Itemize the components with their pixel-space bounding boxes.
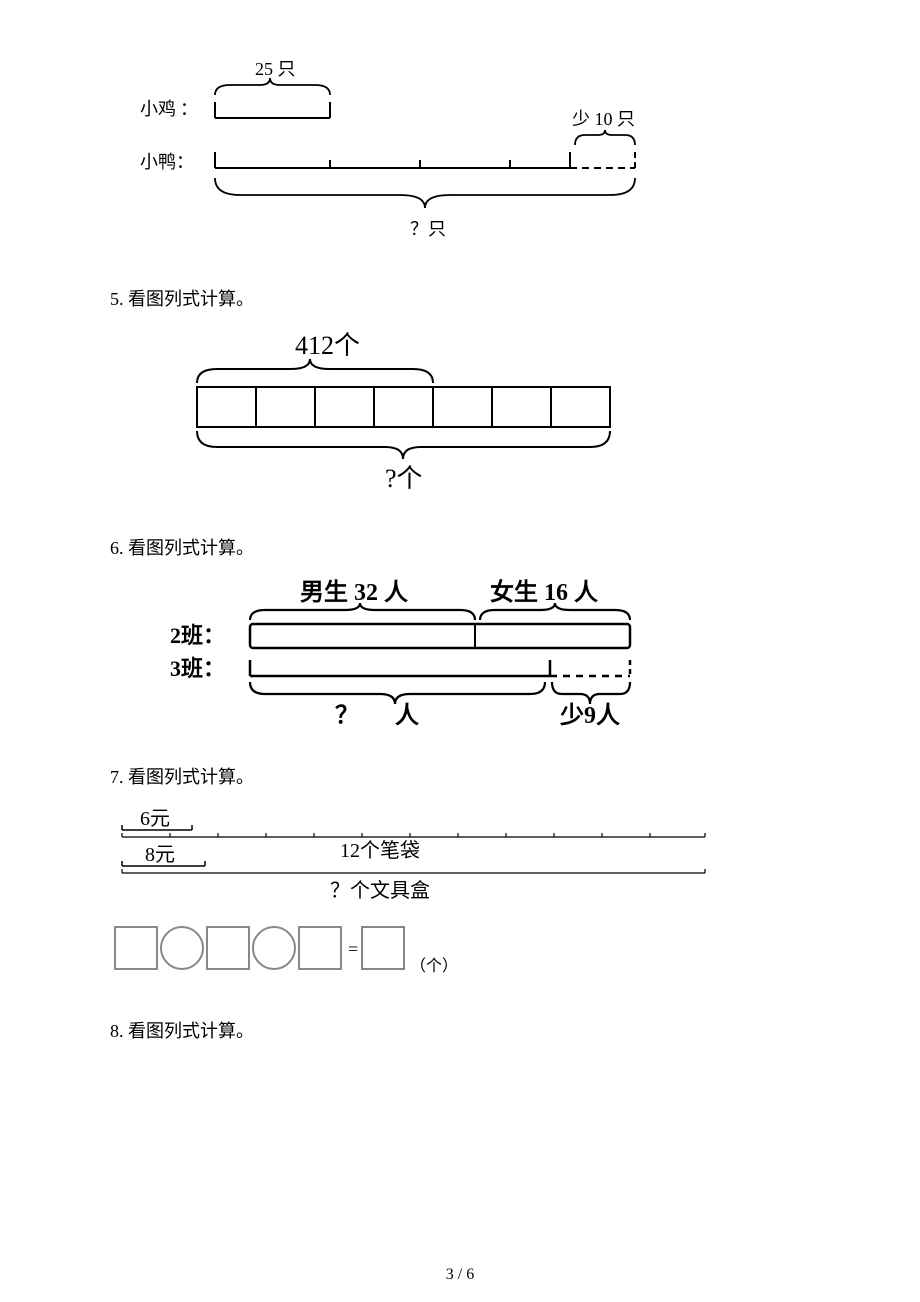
fig4-top-brace <box>215 78 330 95</box>
fig6-top-right: 女生 16 人 <box>490 578 598 606</box>
fig4-top-label: 25 只 <box>255 60 296 79</box>
fig6-row1-label: 2班： <box>170 623 225 648</box>
fig7-price1: 6元 <box>140 808 170 830</box>
fig4-minus-label: 少 10 只 <box>572 109 635 129</box>
fig5-bottom-brace <box>197 431 610 459</box>
fig4-chicken-label: 小鸡 <box>140 99 176 119</box>
q6-title: 6. 看图列式计算。 <box>110 534 810 560</box>
figure-4-bar-diagram: 25 只 小鸡 ： 少 10 只 小鸭： ？只 <box>140 60 810 250</box>
fig7-unit: （个） <box>410 957 458 975</box>
fig7-eq-sign: = <box>348 939 358 959</box>
fig7-price2: 8元 <box>145 844 175 866</box>
fig6-bottom-left-q: ？ <box>335 703 359 728</box>
fig4-duck-label: 小鸭： <box>140 152 194 172</box>
fig6-top-left: 男生 32 人 <box>300 579 408 606</box>
page-footer: 3 / 6 <box>0 1266 920 1284</box>
fig7-svg: 6元 8元 12个笔袋 ？个文具盒 <box>110 807 750 982</box>
q5-title: 5. 看图列式计算。 <box>110 285 810 311</box>
fig5-svg: 412个 ?个 <box>175 329 635 499</box>
fig5-bottom-label: ?个 <box>385 464 423 493</box>
fig7-row1-text: 12个笔袋 <box>340 839 420 862</box>
fig6-svg: 男生 32 人 女生 16 人 2班： 3班： ？ 人 少9人 <box>170 578 670 728</box>
fig7-equation: = （个） <box>115 927 458 975</box>
q8-title: 8. 看图列式计算。 <box>110 1017 810 1043</box>
fig6-row2-label: 3班： <box>170 656 225 681</box>
fig6-bottom-right: 少9人 <box>559 702 620 728</box>
fig5-top-label: 412个 <box>295 331 360 360</box>
fig4-chicken-colon: ： <box>180 99 198 119</box>
fig6-brace-bottom-left <box>250 682 545 704</box>
q7-title: 7. 看图列式计算。 <box>110 763 810 789</box>
fig4-bottom-label: ？只 <box>410 219 446 239</box>
fig5-top-brace <box>197 359 433 383</box>
figure-5-bar-diagram: 412个 ?个 <box>175 329 810 499</box>
fig4-svg: 25 只 小鸡 ： 少 10 只 小鸭： ？只 <box>140 60 700 250</box>
fig4-bottom-brace <box>215 178 635 208</box>
figure-7-diagram: 6元 8元 12个笔袋 ？个文具盒 <box>110 807 810 982</box>
fig7-row2-text: ？个文具盒 <box>330 879 430 902</box>
figure-6-bar-diagram: 男生 32 人 女生 16 人 2班： 3班： ？ 人 少9人 <box>170 578 810 728</box>
fig4-right-brace <box>575 130 635 145</box>
fig6-brace-bottom-right <box>552 682 630 704</box>
fig6-bottom-left-unit: 人 <box>395 702 419 728</box>
